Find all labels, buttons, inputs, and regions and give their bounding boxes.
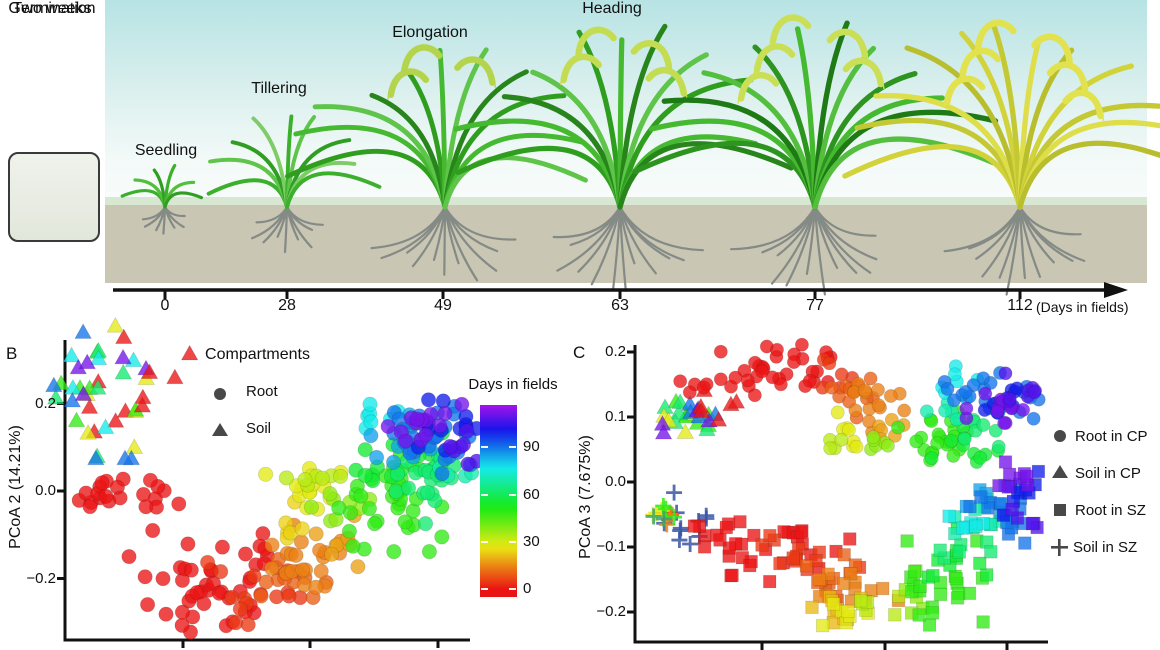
panel-c-axes [627,345,1048,650]
legend-root-label: Root [246,383,278,400]
colorbar-dash [481,446,488,449]
colorbar-tick-0: 0 [523,580,532,598]
stage-label-tillering: Tillering [251,80,307,97]
colorbar-dash [481,588,488,591]
panel-c-ytick-0: 0.0 [605,473,626,490]
timeline-day-63: 63 [611,297,629,314]
triangle-cluster-day90 [44,323,141,466]
legend-soil-sz-plus-icon [1051,539,1068,556]
circle-cluster-day5 [200,554,308,633]
square-cluster-day77 [942,509,991,535]
circle-cluster-day0 [71,471,152,515]
panel-c-ytick--0.1: −0.1 [596,538,626,555]
triangle-cluster-day112 [69,348,155,401]
circle-cluster-day0 [673,374,714,400]
timeline-day-77: 77 [806,297,824,314]
square-cluster-day49 [900,534,990,632]
panel-b-ytick-0: 0.0 [35,482,56,499]
square-cluster-day112 [992,455,1035,494]
rice-plant [120,163,203,235]
colorbar-title: Days in fields [468,376,558,393]
timeline-axis [113,282,1128,299]
rice-plant [206,114,382,254]
triangle-cluster-day0 [133,344,199,413]
legend-root-sz-square-icon [1054,504,1066,516]
panel-b-ytick-0.2: 0.2 [35,394,56,412]
timeline-day-0: 0 [160,297,170,314]
square-cluster-day33 [854,589,906,622]
legend-root-cp-circle-icon [1054,430,1066,442]
triangle-cluster-day0 [709,392,746,427]
germination-box [8,152,100,242]
circle-cluster-day33 [278,468,349,493]
panel-b-letter: B [6,344,18,363]
plus-cluster-day49 [655,497,683,526]
colorbar-dash [509,540,516,543]
panel-c-scatter-points [645,337,1046,633]
panel-c-letter: C [573,343,586,362]
triangle-cluster-day77 [62,346,143,434]
colorbar-dash [481,540,488,543]
panel-b-legend-title: Compartments [205,346,310,363]
circle-cluster-day0 [138,472,187,515]
colorbar-tick-30: 30 [523,532,540,550]
circle-cluster-day0 [728,361,780,403]
colorbar-dash [481,493,488,496]
panel-c-ytick-0.1: 0.1 [605,408,626,425]
square-cluster-day108 [1005,502,1044,535]
timeline-day-49: 49 [434,297,452,314]
panel-b-scatter-points [44,316,485,640]
square-cluster-day5 [755,528,867,581]
colorbar-dash [509,493,516,496]
timeline-day-28: 28 [278,297,296,314]
panel-b-ytick--0.2: −0.2 [26,569,56,587]
circle-cluster-day0 [121,522,275,640]
timeline-day-112: 112 [1007,297,1033,314]
days-colorbar [480,405,517,597]
circle-cluster-day38 [864,430,895,457]
plus-cluster-day63 [645,508,672,527]
circle-cluster-day108 [998,366,1043,409]
legend-soil-sz-label: Soil in SZ [1073,539,1138,556]
timeline-units-label: (Days in fields) [1036,299,1129,315]
rice-plant [842,19,1160,296]
legend-soil-label: Soil [246,420,272,437]
colorbar-tick-90: 90 [523,438,540,456]
circle-cluster-day33 [823,432,849,456]
panel-c-ytick-0.2: 0.2 [605,343,626,360]
colorbar-tick-60: 60 [523,485,540,503]
stage-label-seedling: Seedling [134,142,198,159]
colorbar-dash [509,446,516,449]
growth-stage-illustration [105,0,1160,296]
germination-duration-label: Two weeks [12,0,92,17]
circle-cluster-day108 [442,423,485,472]
legend-root-sz-label: Root in SZ [1075,502,1146,519]
stage-label-elongation: Elongation [392,24,468,41]
circle-cluster-day0 [713,337,838,394]
circle-cluster-day112 [380,396,470,449]
rice-plant [285,44,588,282]
panel-b-axes [57,340,470,648]
legend-soil-cp-triangle-icon [1052,465,1068,478]
panel-c-ytick--0.2: −0.2 [596,603,626,620]
legend-root-cp-label: Root in CP [1075,428,1148,445]
legend-root-circle-icon [214,388,226,400]
colorbar-dash [509,588,516,591]
legend-soil-triangle-icon [212,423,228,436]
stage-label-heading: Heading [582,0,642,17]
germination-label: Germination [8,0,96,17]
rice-plant [453,23,794,292]
circle-cluster-day28 [830,405,864,454]
legend-soil-cp-label: Soil in CP [1075,465,1141,482]
